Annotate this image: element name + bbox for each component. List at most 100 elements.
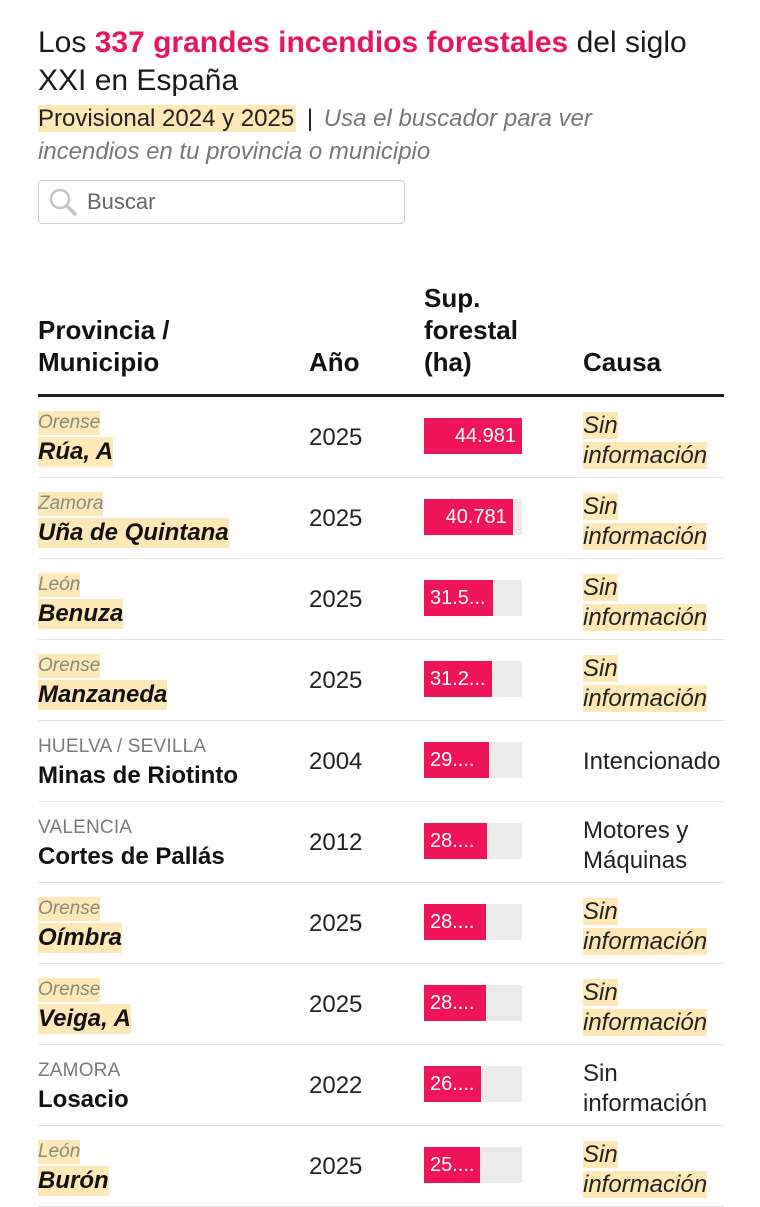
row-province: Orense xyxy=(38,411,101,435)
cause-line-1: Sin xyxy=(583,979,618,1006)
row-year: 2025 xyxy=(309,910,363,937)
cause-line-2: información xyxy=(583,604,708,631)
row-year: 2025 xyxy=(309,424,363,451)
area-value: 31.5... xyxy=(430,587,486,609)
table-row[interactable]: León Burón 2025 25.... Sin información xyxy=(38,1126,724,1207)
table-row[interactable]: Orense Manzaneda 2025 31.2... Sin información xyxy=(38,640,724,721)
area-bar: 29.... xyxy=(424,742,489,778)
cause-line-2: información xyxy=(583,1171,708,1198)
area-value: 28.... xyxy=(430,992,475,1014)
row-province: Orense xyxy=(38,978,101,1002)
title-highlight: 337 grandes incendios forestales xyxy=(94,26,569,59)
row-year: 2025 xyxy=(309,667,363,694)
area-value: 25.... xyxy=(430,1154,475,1176)
row-province: VALENCIA xyxy=(38,817,133,838)
column-header-province[interactable]: Provincia / Municipio xyxy=(38,315,170,377)
cause-line-1: Sin xyxy=(583,1060,618,1087)
table-row[interactable]: VALENCIA Cortes de Pallás 2012 28.... Motore… xyxy=(38,802,724,883)
cause-line-1: Sin xyxy=(583,1141,618,1168)
search-box[interactable] xyxy=(38,180,405,224)
cause-line-1: Sin xyxy=(583,898,618,925)
cause-line-2: Máquinas xyxy=(583,847,688,874)
area-bar: 28.... xyxy=(424,904,487,940)
area-bar: 31.5... xyxy=(424,580,493,616)
table-row[interactable]: León Benuza 2025 31.5... Sin información xyxy=(38,559,724,640)
row-cause: Sin información xyxy=(583,897,724,957)
page-title: Los 337 grandes incendios forestales del… xyxy=(38,24,698,100)
search-hint: Usa el buscador para ver incendios en tu… xyxy=(38,105,592,165)
row-cause: Sin información xyxy=(583,1140,724,1200)
area-bar-track: 29.... xyxy=(424,742,522,778)
row-cause: Sin información xyxy=(583,492,724,552)
table-header: Provincia / Municipio Año Sup. forestal … xyxy=(38,276,724,397)
row-cause: Sin información xyxy=(583,1059,724,1119)
cause-line-1: Sin xyxy=(583,493,618,520)
row-province: Orense xyxy=(38,654,101,678)
area-bar-track: 44.981 xyxy=(424,418,522,454)
table-row[interactable]: Zamora Uña de Quintana 2025 40.781 Sin inform… xyxy=(38,478,724,559)
row-municipality: Oímbra xyxy=(38,923,123,953)
row-year: 2025 xyxy=(309,1153,363,1180)
cause-line-2: información xyxy=(583,442,708,469)
area-bar: 28.... xyxy=(424,985,486,1021)
row-municipality: Rúa, A xyxy=(38,437,114,467)
area-bar-track: 26.... xyxy=(424,1066,522,1102)
area-value: 40.781 xyxy=(445,506,507,528)
column-header-cause[interactable]: Causa xyxy=(583,347,662,377)
area-value: 26.... xyxy=(430,1073,475,1095)
table-row[interactable]: Orense Rúa, A 2025 44.981 Sin información xyxy=(38,397,724,478)
fires-table: Provincia / Municipio Año Sup. forestal … xyxy=(38,276,724,1207)
column-header-area[interactable]: Sup. forestal (ha) xyxy=(424,283,518,377)
area-value: 31.2... xyxy=(430,668,486,690)
area-bar-track: 40.781 xyxy=(424,499,522,535)
cause-line-2: información xyxy=(583,1090,708,1117)
column-header-year[interactable]: Año xyxy=(309,347,360,377)
cause-line-1: Sin xyxy=(583,412,618,439)
cause-line-2: información xyxy=(583,1009,708,1036)
area-bar: 31.2... xyxy=(424,661,492,697)
area-bar: 44.981 xyxy=(424,418,522,454)
area-bar-track: 31.2... xyxy=(424,661,522,697)
area-value: 29.... xyxy=(430,749,475,771)
row-year: 2022 xyxy=(309,1072,363,1099)
table-row[interactable]: ZAMORA Losacio 2022 26.... Sin información xyxy=(38,1045,724,1126)
search-input[interactable] xyxy=(87,189,387,215)
row-municipality: Burón xyxy=(38,1166,109,1196)
area-bar: 25.... xyxy=(424,1147,480,1183)
area-value: 28.... xyxy=(430,911,475,933)
cause-line-1: Motores y xyxy=(583,817,689,844)
row-cause: Sin información xyxy=(583,573,724,633)
row-municipality: Manzaneda xyxy=(38,680,168,710)
title-suffix: del siglo XXI en España xyxy=(38,26,687,97)
table-row[interactable]: Orense Oímbra 2025 28.... Sin información xyxy=(38,883,724,964)
row-province: León xyxy=(38,1140,81,1164)
row-cause: Intencionado xyxy=(583,747,724,777)
table-row[interactable]: Orense Veiga, A 2025 28.... Sin información xyxy=(38,964,724,1045)
area-bar: 26.... xyxy=(424,1066,481,1102)
row-province: Zamora xyxy=(38,492,104,516)
row-municipality: Losacio xyxy=(38,1086,129,1113)
separator: | xyxy=(306,105,314,132)
row-cause: Sin información xyxy=(583,411,724,471)
cause-line-2: información xyxy=(583,928,708,955)
table-body: Orense Rúa, A 2025 44.981 Sin información Zamo… xyxy=(38,397,724,1207)
area-bar: 28.... xyxy=(424,823,487,859)
row-municipality: Benuza xyxy=(38,599,124,629)
cause-line-1: Sin xyxy=(583,574,618,601)
row-province: HUELVA / SEVILLA xyxy=(38,736,207,757)
row-year: 2025 xyxy=(309,586,363,613)
row-municipality: Veiga, A xyxy=(38,1004,131,1034)
row-cause: Sin información xyxy=(583,654,724,714)
cause-line-1: Intencionado xyxy=(583,748,721,775)
cause-line-2: información xyxy=(583,523,708,550)
row-year: 2025 xyxy=(309,505,363,532)
area-bar: 40.781 xyxy=(424,499,513,535)
row-cause: Motores y Máquinas xyxy=(583,816,724,876)
provisional-note: Provisional 2024 y 2025 xyxy=(38,105,297,132)
area-bar-track: 28.... xyxy=(424,823,522,859)
row-municipality: Uña de Quintana xyxy=(38,518,229,548)
table-row[interactable]: HUELVA / SEVILLA Minas de Riotinto 2004 29.… xyxy=(38,721,724,802)
area-value: 28.... xyxy=(430,830,475,852)
area-bar-track: 28.... xyxy=(424,985,522,1021)
area-value: 44.981 xyxy=(454,425,516,447)
